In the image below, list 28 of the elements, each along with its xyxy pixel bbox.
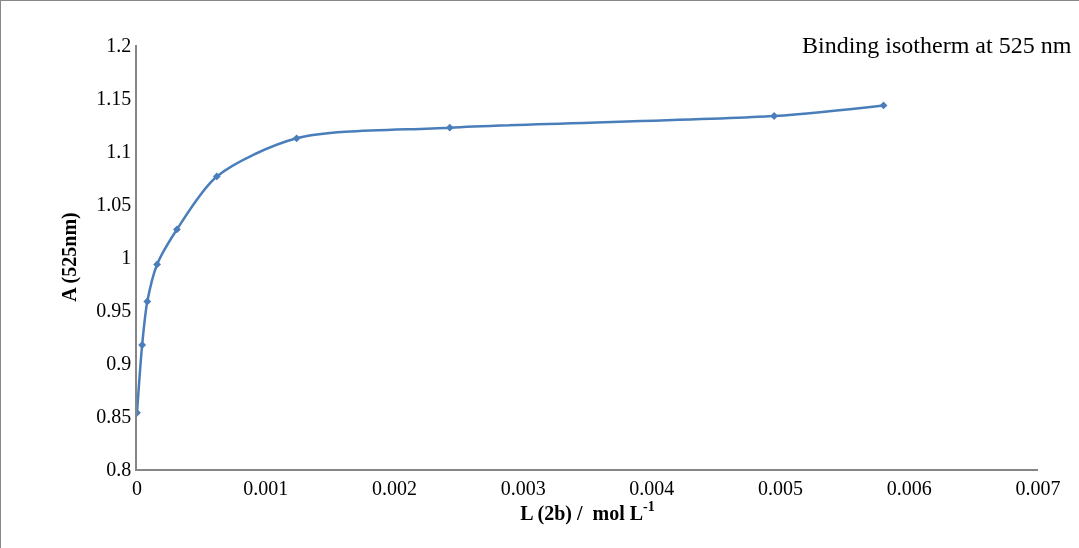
- x-tick-label: 0.005: [758, 476, 804, 499]
- point: [138, 341, 147, 349]
- point: [153, 260, 161, 269]
- point: [445, 123, 454, 132]
- chart-title: Binding isotherm at 525 nm: [802, 32, 1072, 58]
- point: [212, 172, 221, 181]
- y-tick-label: 0.85: [96, 405, 132, 427]
- point: [173, 225, 181, 234]
- x-tick-label: 0.007: [1015, 476, 1061, 499]
- point: [292, 134, 301, 143]
- x-tick-label: 0.002: [371, 476, 417, 499]
- x-tick-label: 0.004: [629, 476, 675, 499]
- y-tick-label: 0.95: [96, 299, 132, 321]
- x-axis-title: L (2b) / mol L$^{-1}$: [520, 499, 655, 525]
- x-tick-label: 0: [132, 476, 142, 499]
- y-tick-label: 1: [121, 246, 132, 268]
- point: [143, 297, 152, 306]
- x-tick-label: 0.003: [500, 476, 546, 499]
- y-tick-label: 1.1: [106, 140, 132, 162]
- y-tick-label: 0.8: [106, 458, 132, 480]
- x-tick-label: 0.001: [243, 476, 289, 499]
- y-tick-label: 0.9: [106, 352, 132, 374]
- y-tick-label: 1.05: [96, 193, 132, 215]
- y-axis-title: A (525nm): [58, 212, 82, 302]
- y-tick-label: 1.15: [96, 87, 132, 109]
- point: [879, 101, 888, 110]
- y-tick-label: 1.2: [106, 34, 132, 56]
- x-tick-label: 0.006: [886, 476, 932, 499]
